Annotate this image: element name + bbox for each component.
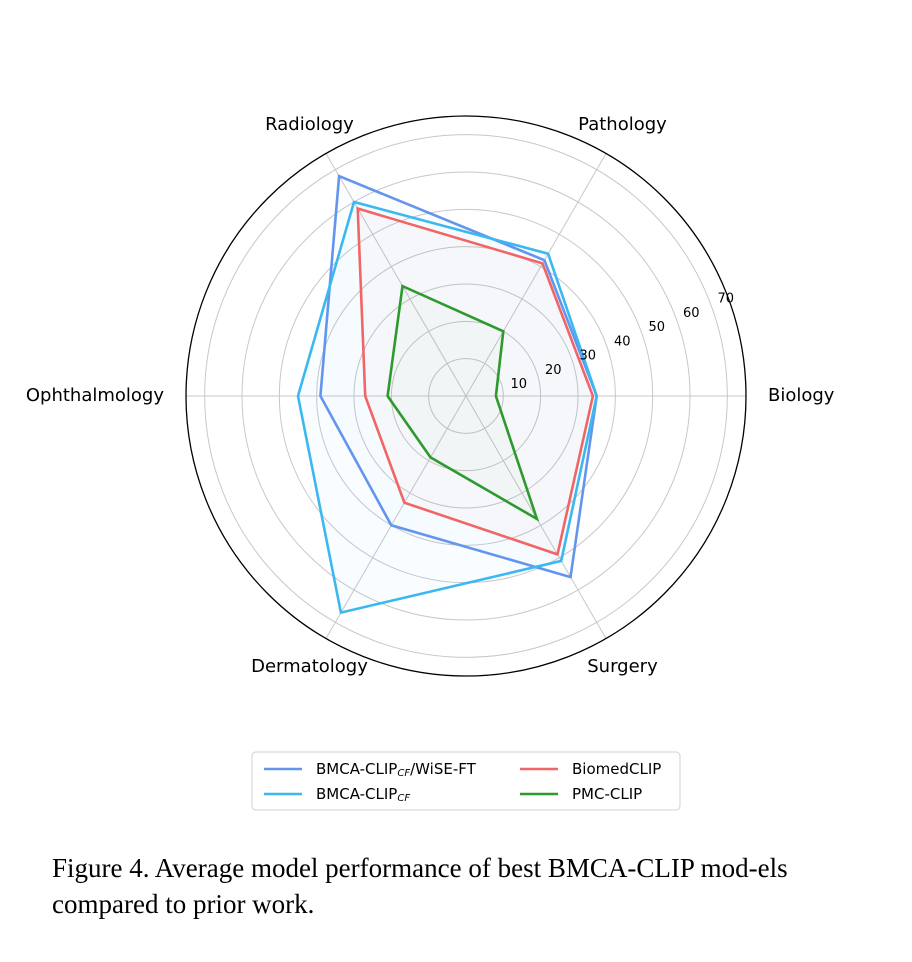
legend-box bbox=[251, 751, 681, 811]
series-polygon-0 bbox=[319, 174, 599, 579]
tick-label: 10 bbox=[510, 377, 527, 392]
tick-label: 50 bbox=[648, 320, 665, 335]
axis-label-pathology: Pathology bbox=[578, 114, 667, 135]
axis-label-biology: Biology bbox=[768, 385, 835, 406]
tick-label: 20 bbox=[545, 363, 562, 378]
legend-label-2: BiomedCLIP bbox=[572, 760, 661, 778]
grid-spoke bbox=[325, 395, 467, 639]
radar-chart: 10 20 30 40 50 60 70 Biology Pathology Radiology… bbox=[26, 114, 835, 811]
figure-caption: Figure 4. Average model performance of b… bbox=[52, 853, 788, 919]
legend-label-0: BMCA-CLIPCF/WiSE-FT bbox=[316, 760, 477, 780]
series-polygon-2 bbox=[356, 206, 595, 557]
radar-grid bbox=[185, 115, 747, 677]
grid-spoke bbox=[465, 153, 607, 397]
tick-label: 40 bbox=[614, 334, 631, 349]
legend: BMCA-CLIPCF/WiSE-FT BiomedCLIP BMCA-CLIPCF… bbox=[251, 751, 681, 811]
tick-label: 70 bbox=[717, 291, 734, 306]
axis-label-surgery: Surgery bbox=[587, 656, 658, 677]
series-polygon-1 bbox=[296, 200, 599, 615]
axis-label-ophthalmology: Ophthalmology bbox=[26, 385, 164, 406]
axis-label-radiology: Radiology bbox=[265, 114, 354, 135]
outer-boundary bbox=[185, 115, 747, 677]
axis-labels: Biology Pathology Radiology Ophthalmology De… bbox=[26, 114, 835, 677]
tick-label: 60 bbox=[683, 306, 700, 321]
radar-series-layer bbox=[296, 174, 599, 615]
legend-label-1: BMCA-CLIPCF bbox=[316, 785, 410, 805]
series-polygon-3 bbox=[386, 284, 540, 522]
legend-label-3: PMC-CLIP bbox=[572, 785, 642, 803]
grid-spoke bbox=[325, 153, 467, 397]
axis-label-dermatology: Dermatology bbox=[251, 656, 368, 677]
tick-label: 30 bbox=[579, 349, 596, 364]
radial-tick-labels: 10 20 30 40 50 60 70 bbox=[510, 291, 733, 392]
